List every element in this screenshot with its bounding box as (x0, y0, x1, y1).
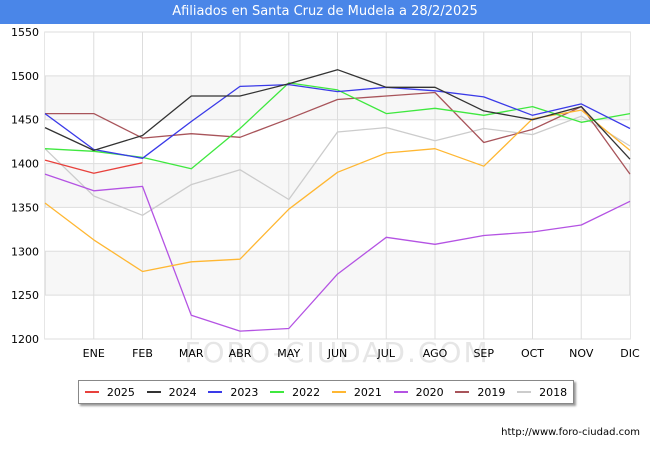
legend-label: 2023 (230, 385, 259, 399)
series-line-2019 (45, 91, 631, 175)
y-axis-ticks: 1200 1250 1300 1350 1400 1450 1500 1550 (11, 26, 39, 346)
series-line-2024 (44, 69, 631, 160)
watermark: FORO-CIUDAD.COM (184, 336, 489, 369)
x-tick-label: MAR (179, 347, 204, 360)
y-tick-label: 1450 (11, 114, 39, 127)
x-tick-label: SEP (473, 347, 494, 360)
gridlines (45, 31, 630, 340)
x-tick-label: JUN (327, 347, 348, 360)
legend-label: 2022 (292, 385, 321, 399)
y-tick-label: 1550 (11, 26, 39, 39)
y-tick-label: 1250 (11, 289, 39, 302)
x-axis-ticks: ENE FEB MAR ABR MAY JUN JUL AGO SEP OCT NOV DIC (83, 347, 640, 360)
legend-item-2020: 2020 (393, 385, 444, 399)
y-tick-label: 1200 (11, 333, 39, 346)
legend-item-2019: 2019 (455, 386, 505, 399)
y-tick-label: 1500 (11, 70, 39, 83)
legend-item-2024: 2024 (146, 385, 197, 399)
series-line-2020 (44, 173, 631, 332)
chart-title: Afiliados en Santa Cruz de Mudela a 28/2… (0, 0, 650, 24)
x-tick-label: FEB (132, 347, 153, 360)
legend-label: 2021 (353, 385, 382, 399)
series-line-2023 (44, 83, 631, 159)
series-line-2018 (44, 115, 631, 216)
series-line-2021 (44, 109, 631, 273)
legend: 2025 2024 2023 2022 2021 2020 2019 2018 (78, 380, 574, 404)
legend-swatch (331, 391, 346, 393)
y-tick-label: 1400 (11, 158, 39, 171)
legend-label: 2019 (477, 385, 506, 399)
y-tick-label: 1350 (11, 201, 39, 214)
series-line-2025 (44, 159, 143, 174)
legend-item-2021: 2021 (331, 385, 382, 399)
y-tick-label: 1300 (11, 245, 39, 258)
x-tick-label: MAY (277, 347, 300, 360)
legend-swatch (517, 391, 532, 393)
legend-swatch (208, 391, 223, 393)
legend-swatch (146, 391, 161, 393)
x-tick-label: JUL (377, 347, 396, 360)
legend-label: 2024 (168, 385, 197, 399)
legend-swatch (393, 391, 408, 393)
legend-label: 2020 (415, 385, 444, 399)
source-link[interactable]: http://www.foro-ciudad.com (501, 427, 640, 438)
x-tick-label: OCT (521, 347, 544, 360)
x-tick-label: DIC (620, 347, 640, 360)
series-layer (44, 69, 631, 332)
x-tick-label: ENE (83, 347, 105, 360)
series-line-2022 (44, 82, 631, 170)
legend-item-2022: 2022 (270, 386, 320, 399)
legend-label: 2018 (539, 385, 568, 399)
legend-swatch (84, 391, 99, 393)
legend-swatch (455, 391, 470, 393)
legend-swatch (270, 391, 285, 393)
x-tick-label: ABR (229, 347, 252, 360)
legend-item-2018: 2018 (517, 386, 567, 399)
legend-label: 2025 (106, 385, 135, 399)
x-tick-label: NOV (569, 347, 594, 360)
legend-item-2023: 2023 (208, 386, 258, 399)
legend-item-2025: 2025 (84, 385, 135, 399)
x-tick-label: AGO (423, 347, 448, 360)
